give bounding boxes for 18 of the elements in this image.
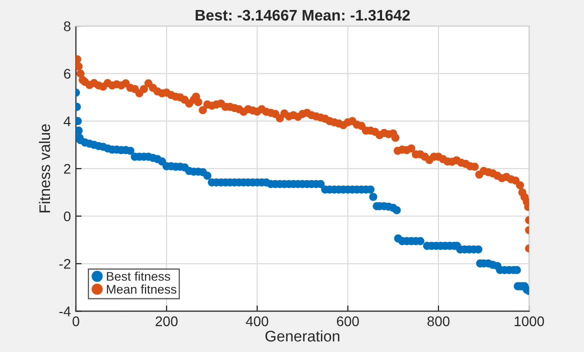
- x-tick-label: 400: [246, 316, 268, 326]
- legend-label: Best fitness: [106, 272, 170, 281]
- x-tick-label: 0: [72, 316, 80, 326]
- x-axis-title: Generation: [265, 330, 340, 342]
- y-tick-label: -2: [59, 258, 70, 269]
- legend-label: Mean fitness: [106, 284, 176, 294]
- y-tick-label: -4: [59, 306, 71, 316]
- y-axis-title: Fitness value: [38, 124, 50, 212]
- y-tick-label: 0: [64, 211, 71, 222]
- y-tick-label: 8: [64, 21, 70, 32]
- chart-title: Best: -3.14667 Mean: -1.31642: [196, 10, 410, 21]
- x-tick-label: 200: [156, 316, 178, 326]
- y-tick-label: 6: [64, 68, 70, 79]
- x-tick-label: 1000: [514, 316, 544, 326]
- x-tick-label: 600: [336, 316, 359, 326]
- y-tick-label: 2: [64, 164, 70, 174]
- y-tick-label: 4: [64, 116, 71, 126]
- x-tick-label: 800: [427, 316, 450, 326]
